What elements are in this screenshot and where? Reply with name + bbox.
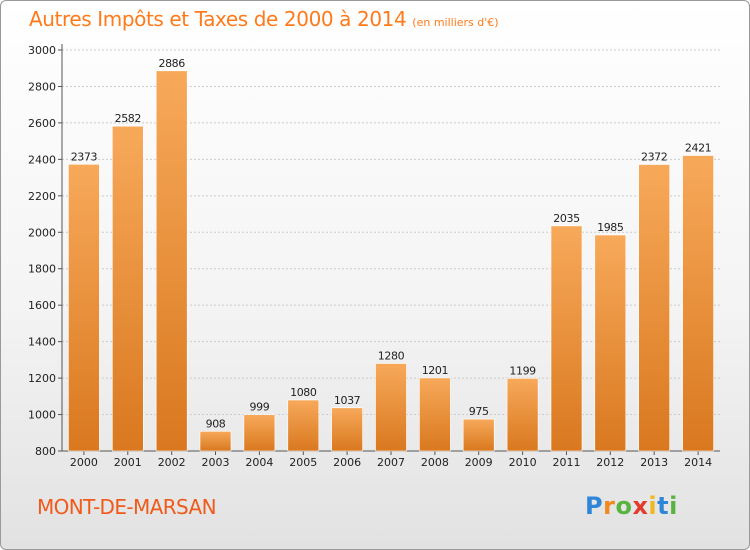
chart-unit-note: (en milliers d'€) [412,16,499,29]
data-label-2013: 2372 [641,151,667,164]
data-label-2003: 908 [206,417,226,430]
y-tick-label: 2600 [28,117,56,130]
y-tick-label: 2200 [28,190,56,203]
bar-2013 [638,164,671,452]
x-tick-label-2006: 2006 [333,456,361,469]
bar-2008 [419,377,451,452]
x-tick-label-2003: 2003 [202,456,230,469]
y-tick-label: 3000 [28,44,56,57]
x-tick-label-2000: 2000 [70,456,98,469]
data-label-2004: 999 [250,401,270,414]
bar-2001 [112,125,144,452]
bar-2014 [682,155,714,452]
data-label-2002: 2886 [158,57,185,70]
chart-title: Autres Impôts et Taxes de 2000 à 2014 (en… [29,7,499,31]
x-tick-label-2012: 2012 [596,456,624,469]
town-name: MONT-DE-MARSAN [37,495,217,519]
x-tick-label-2009: 2009 [465,456,493,469]
bar-2003 [199,430,232,452]
bar-2009 [462,418,495,452]
data-label-2011: 2035 [553,212,580,225]
bar-2005 [287,399,320,452]
x-tick-label-2011: 2011 [553,456,581,469]
chart-title-main: Autres Impôts et Taxes de 2000 à 2014 [29,7,407,31]
y-tick-label: 1000 [28,409,56,422]
data-label-2014: 2421 [685,142,711,155]
y-tick-label: 1600 [28,299,56,312]
logo-letter: t [657,492,670,520]
x-tick-label-2001: 2001 [114,456,142,469]
x-tick-label-2008: 2008 [421,456,449,469]
y-tick-label: 2400 [28,153,56,166]
data-label-2006: 1037 [334,394,361,407]
bar-2007 [375,363,407,452]
proxiti-logo: Proxiti [585,492,678,520]
x-tick-label-2014: 2014 [684,456,712,469]
x-tick-label-2005: 2005 [289,456,317,469]
logo-letter: i [669,492,678,520]
y-tick-label: 1800 [28,263,56,276]
x-tick-label-2010: 2010 [509,456,537,469]
data-label-2001: 2582 [115,112,141,125]
y-tick-label: 2000 [28,226,56,239]
logo-letter: P [585,492,604,520]
bar-2002 [155,70,188,452]
data-label-2000: 2373 [71,150,98,163]
y-tick-label: 1200 [28,372,56,385]
y-tick-label: 2800 [28,80,56,93]
bars [68,70,714,452]
logo-letter: r [603,492,616,520]
logo-letter: o [615,492,633,520]
labels: 2373 2582 2886 908 999 1080 1037 1280 1201 975 119… [71,57,712,430]
bar-2006 [331,407,363,452]
data-label-2012: 1985 [597,221,624,234]
x-tick-label-2007: 2007 [377,456,405,469]
data-label-2009: 975 [469,405,489,418]
bar-2012 [594,234,627,452]
logo-letter: i [648,492,658,520]
y-tick-label: 1400 [28,336,56,349]
x-tick-label-2013: 2013 [640,456,668,469]
x-tick-label-2004: 2004 [245,456,273,469]
y-tick-label: 800 [35,445,56,458]
bar-2011 [550,225,583,452]
bar-2004 [243,414,276,452]
data-label-2008: 1201 [422,364,448,377]
axes: 800 1000 1200 1400 1600 1800 2000 2200 2400 2600 2… [28,44,720,469]
bar-2000 [68,164,100,452]
bar-2010 [506,377,539,452]
data-label-2005: 1080 [290,386,317,399]
x-tick-label-2002: 2002 [158,456,186,469]
logo-letter: x [632,492,649,520]
data-label-2010: 1199 [509,364,536,377]
data-label-2007: 1280 [378,350,405,363]
